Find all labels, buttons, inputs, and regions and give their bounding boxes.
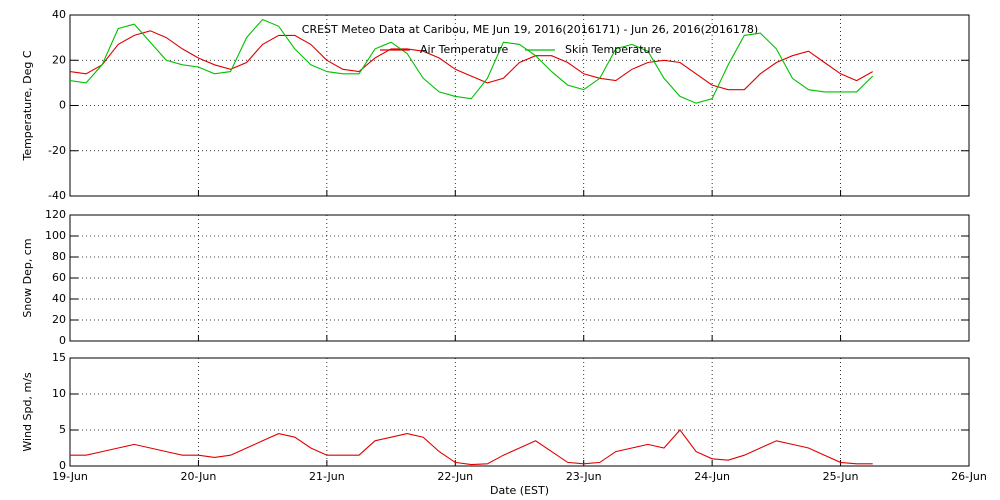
y-tick-label: 20 [52, 53, 66, 66]
y-tick-label: 0 [59, 334, 66, 347]
data-line [69, 30, 873, 91]
y-tick-label: 40 [52, 8, 66, 21]
plot-frame [69, 357, 970, 467]
x-tick-label: 23-Jun [566, 470, 602, 483]
x-tick-label: 24-Jun [694, 470, 730, 483]
y-axis-label: Temperature, Deg C [21, 50, 34, 161]
y-tick-label: 0 [59, 459, 66, 472]
x-tick-label: 19-Jun [52, 470, 88, 483]
legend-label: Air Temperature [420, 43, 509, 56]
x-tick-label: 20-Jun [181, 470, 217, 483]
y-tick-label: 10 [52, 387, 66, 400]
data-line [70, 429, 873, 466]
legend-label: Skin Temperature [565, 43, 662, 56]
data-line [69, 18, 874, 104]
y-tick-label: 60 [52, 271, 66, 284]
x-tick-label: 26-Jun [951, 470, 987, 483]
x-tick-label: 25-Jun [823, 470, 859, 483]
x-tick-label: 21-Jun [309, 470, 345, 483]
y-tick-label: 40 [52, 292, 66, 305]
y-tick-label: 100 [45, 229, 66, 242]
y-tick-label: 120 [45, 208, 66, 221]
chart-title: CREST Meteo Data at Caribou, ME Jun 19, … [302, 23, 758, 36]
y-tick-label: -40 [48, 189, 66, 202]
y-tick-label: 0 [59, 99, 66, 112]
y-axis-label: Wind Spd, m/s [21, 372, 34, 452]
x-tick-label: 22-Jun [437, 470, 473, 483]
y-tick-label: 5 [59, 423, 66, 436]
y-tick-label: -20 [48, 144, 66, 157]
y-axis-label: Snow Dep, cm [21, 238, 34, 317]
y-tick-label: 80 [52, 250, 66, 263]
y-tick-label: 15 [52, 351, 66, 364]
x-axis-label: Date (EST) [490, 484, 549, 497]
y-tick-label: 20 [52, 313, 66, 326]
